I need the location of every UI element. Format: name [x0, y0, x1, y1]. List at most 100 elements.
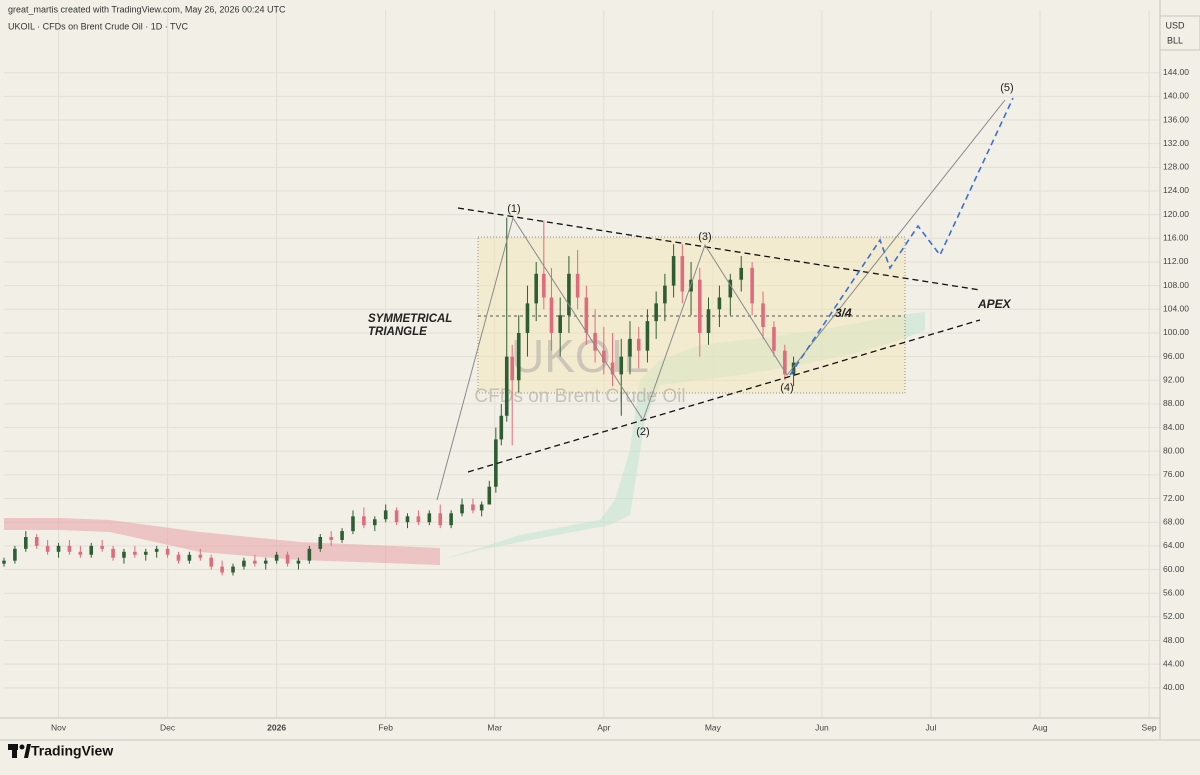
y-tick-label: 68.00	[1163, 516, 1185, 526]
y-tick-label: 60.00	[1163, 564, 1185, 574]
candle-body	[427, 513, 432, 523]
lower-trendline	[467, 319, 981, 473]
candle-body	[176, 554, 181, 561]
candle-body	[772, 327, 776, 351]
candle-body	[2, 560, 6, 564]
candle-body	[67, 545, 72, 552]
y-tick-label: 52.00	[1163, 611, 1185, 621]
logo-mark	[24, 744, 31, 758]
candle-body	[165, 548, 170, 555]
candle-body	[619, 356, 624, 375]
candle-body	[602, 350, 606, 363]
candle-body	[383, 510, 388, 520]
candle-body	[487, 486, 492, 505]
wave-path	[436, 99, 1006, 501]
candle-body	[542, 273, 546, 298]
candle-body	[471, 504, 475, 511]
y-tick-label: 40.00	[1163, 682, 1185, 692]
candle-body	[783, 350, 787, 375]
wave-label: (1)	[507, 203, 520, 215]
credit: great_martis created with TradingView.co…	[8, 4, 286, 14]
cloud-green	[440, 312, 925, 560]
candle-body	[549, 297, 554, 333]
x-tick-label: Jul	[926, 722, 937, 732]
brand-logo[interactable]: TradingView	[8, 743, 113, 759]
candle-body	[791, 362, 796, 375]
pattern-label: TRIANGLE	[368, 326, 427, 338]
y-tick-label: 108.00	[1163, 280, 1189, 290]
apex-label: APEX	[977, 297, 1012, 311]
candle-body	[242, 560, 246, 567]
symbol-info: UKOIL · CFDs on Brent Crude Oil · 1D · T…	[8, 21, 189, 31]
x-tick-label: 2026	[267, 722, 286, 732]
candle-body	[510, 356, 515, 381]
candle-body	[307, 548, 312, 561]
axes: 40.00 44.00 48.00 52.00 56.00 60.00 64.00 68.00…	[51, 67, 1189, 732]
candle-body	[593, 332, 597, 351]
wave-label: (4)	[780, 382, 793, 394]
candle-body	[263, 560, 268, 564]
y-tick-label: 136.00	[1163, 114, 1189, 124]
y-tick-label: 92.00	[1163, 375, 1185, 385]
candle-body	[416, 516, 421, 523]
candle-body	[351, 516, 355, 532]
y-tick-label: 120.00	[1163, 209, 1189, 219]
candle-body	[717, 297, 722, 310]
candle-body	[187, 554, 192, 561]
x-tick-label: Feb	[378, 722, 393, 732]
candle-body	[449, 513, 453, 526]
candle-body	[534, 273, 538, 304]
candle-body	[122, 551, 126, 558]
candle-body	[394, 510, 399, 523]
y-tick-label: 88.00	[1163, 398, 1185, 408]
y-tick-label: 80.00	[1163, 445, 1185, 455]
candle-body	[209, 557, 214, 567]
y-tick-label: 116.00	[1163, 233, 1189, 243]
candle-body	[372, 519, 377, 526]
candle-body	[78, 551, 83, 555]
candle-body	[494, 439, 498, 487]
candle-body	[45, 545, 50, 552]
candle-body	[645, 321, 650, 351]
candle-body	[706, 309, 711, 333]
x-tick-label: Mar	[487, 722, 502, 732]
fraction-label: 3/4	[835, 306, 852, 320]
candle-body	[274, 554, 279, 561]
candle-body	[584, 297, 589, 333]
candle-body	[111, 548, 115, 558]
x-tick-label: Aug	[1032, 722, 1047, 732]
y-tick-label: 104.00	[1163, 304, 1189, 314]
candle-body	[697, 279, 702, 333]
candle-body	[499, 415, 504, 440]
candle-body	[761, 303, 765, 328]
upper-trendline	[457, 207, 981, 291]
candle-body	[362, 516, 366, 526]
candles	[2, 217, 796, 576]
candle-body	[663, 285, 667, 304]
wave-label: (5)	[1000, 82, 1013, 94]
candle-body	[285, 554, 290, 564]
candle-body	[340, 531, 344, 540]
candle-body	[479, 504, 484, 511]
candle-body	[100, 545, 104, 549]
y-tick-label: 84.00	[1163, 422, 1185, 432]
currency-box[interactable]	[1159, 15, 1200, 51]
y-tick-label: 124.00	[1163, 185, 1189, 195]
grid	[4, 10, 1160, 718]
candle-body	[628, 338, 632, 357]
wave-label: (2)	[636, 426, 649, 438]
wave-label: (3)	[698, 231, 711, 243]
y-tick-label: 64.00	[1163, 540, 1185, 550]
y-tick-label: 72.00	[1163, 493, 1185, 503]
candle-body	[56, 545, 61, 552]
candle-body	[329, 537, 333, 540]
candle-body	[504, 356, 509, 416]
candle-body	[516, 332, 521, 381]
y-tick-label: 44.00	[1163, 658, 1185, 668]
y-tick-label: 140.00	[1163, 91, 1189, 101]
x-tick-label: Dec	[160, 722, 176, 732]
candle-body	[654, 303, 658, 322]
watermark: UKOIL	[511, 330, 649, 382]
logo-mark	[19, 744, 25, 750]
candle-body	[525, 303, 530, 333]
